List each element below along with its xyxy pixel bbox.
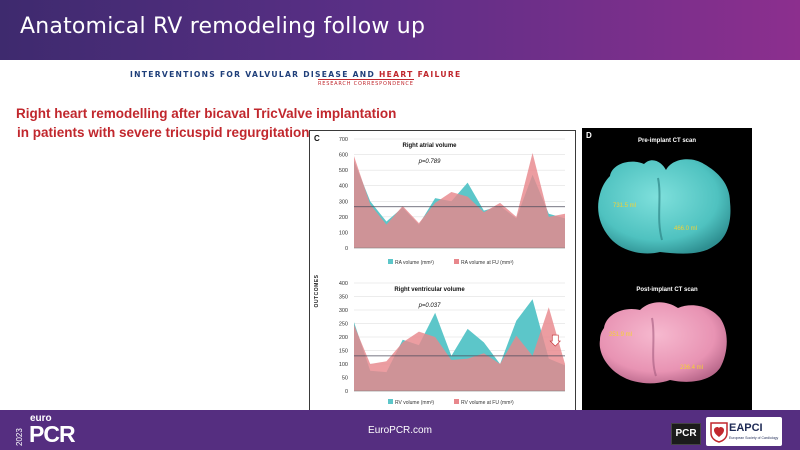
footer-site-link[interactable]: EuroPCR.com <box>368 425 432 436</box>
y-tick-label: 200 <box>339 335 348 341</box>
post-implant-volume-1: 251.9 ml <box>609 332 632 338</box>
y-tick-label: 200 <box>339 215 348 221</box>
y-tick-label: 400 <box>339 184 348 190</box>
journal-banner: INTERVENTIONS FOR VALVULAR DISEASE AND H… <box>130 70 461 79</box>
header-divider <box>0 60 800 62</box>
legend-swatch <box>388 399 393 404</box>
panel-d: D Pre-implant CT scan 731.5 ml 466.0 ml … <box>582 128 752 411</box>
europcr-logo-pcr: PCR <box>29 421 76 447</box>
y-tick-label: 300 <box>339 199 348 205</box>
panel-d-letter: D <box>586 131 592 140</box>
y-tick-label: 250 <box>339 322 348 328</box>
post-scan-septum <box>651 317 657 377</box>
rv-volume-chart: 0 50 100 150 200 250 300 350 400 Right ventricula… <box>339 281 565 406</box>
y-tick-label: 400 <box>339 281 348 287</box>
journal-main: INTERVENTIONS FOR VALVULAR DISEASE <box>130 70 349 79</box>
area-series-follow-up <box>354 307 565 391</box>
p-value-annotation: p=0.037 <box>418 303 442 309</box>
y-tick-label: 0 <box>345 246 348 252</box>
article-title-line-2: in patients with severe tricuspid regurg… <box>17 125 310 140</box>
pcr-badge-logo: PCR <box>671 423 701 445</box>
slide-header: Anatomical RV remodeling follow up <box>0 0 800 60</box>
eapci-text: EAPCI <box>729 422 763 434</box>
chart-title: Right atrial volume <box>402 143 457 149</box>
slide-footer: 2023 euro PCR EuroPCR.com <box>0 410 800 450</box>
y-tick-label: 100 <box>339 230 348 236</box>
legend-swatch <box>454 259 459 264</box>
pre-implant-heart-scan <box>598 159 731 254</box>
eapci-subtext: European Society of Cardiology <box>729 436 779 440</box>
ra-volume-chart: 0 100 200 300 400 500 600 700 Right atrial volum… <box>339 137 565 266</box>
y-tick-label: 150 <box>339 349 348 355</box>
post-implant-volume-2: 236.4 ml <box>680 365 703 371</box>
europcr-year: 2023 <box>15 428 24 446</box>
pre-scan-septum <box>657 177 663 241</box>
pre-implant-label: Pre-implant CT scan <box>638 138 696 144</box>
p-value-annotation: p=0.789 <box>418 159 442 165</box>
panel-c-letter: C <box>314 134 320 143</box>
area-series-follow-up <box>354 153 565 248</box>
down-arrow-icon <box>549 334 561 347</box>
legend-swatch <box>454 399 459 404</box>
heart-shield-icon <box>710 422 728 443</box>
y-tick-label: 0 <box>345 389 348 395</box>
y-tick-label: 600 <box>339 153 348 159</box>
y-tick-label: 100 <box>339 362 348 368</box>
pre-implant-volume-2: 466.0 ml <box>674 226 697 232</box>
journal-subtitle: RESEARCH CORRESPONDENCE <box>318 79 414 87</box>
legend-label: RV volume (mm³) <box>395 400 434 406</box>
legend-swatch <box>388 259 393 264</box>
y-tick-label: 300 <box>339 308 348 314</box>
post-implant-heart-scan <box>599 302 727 384</box>
chart-title: Right ventricular volume <box>394 287 465 293</box>
slide-title: Anatomical RV remodeling follow up <box>20 14 426 39</box>
post-implant-label: Post-implant CT scan <box>636 287 698 293</box>
panel-c: C OUTCOMES 0 100 200 300 400 500 600 700 Right a… <box>309 130 576 413</box>
y-tick-label: 700 <box>339 137 348 143</box>
y-axis-label: OUTCOMES <box>314 274 320 307</box>
legend-label: RA volume (mm³) <box>395 260 434 266</box>
eapci-logo: EAPCI European Society of Cardiology <box>706 417 782 446</box>
europcr-logo-euro: euro <box>30 413 52 424</box>
legend-label: RV volume at FU (mm³) <box>461 400 514 406</box>
article-title: Right heart remodelling after bicaval Tr… <box>16 104 396 142</box>
journal-heart-failure: HEART FAILURE <box>379 70 462 79</box>
legend-label: RA volume at FU (mm³) <box>461 260 514 266</box>
y-tick-label: 350 <box>339 295 348 301</box>
svg-text:2023: 2023 <box>15 428 24 446</box>
ct-scans: D Pre-implant CT scan 731.5 ml 466.0 ml … <box>586 131 731 384</box>
y-tick-label: 50 <box>342 376 348 382</box>
y-tick-label: 500 <box>339 168 348 174</box>
article-title-line-1: Right heart remodelling after bicaval Tr… <box>16 106 397 121</box>
pre-implant-volume-1: 731.5 ml <box>613 203 636 209</box>
journal-and: AND <box>348 70 380 79</box>
